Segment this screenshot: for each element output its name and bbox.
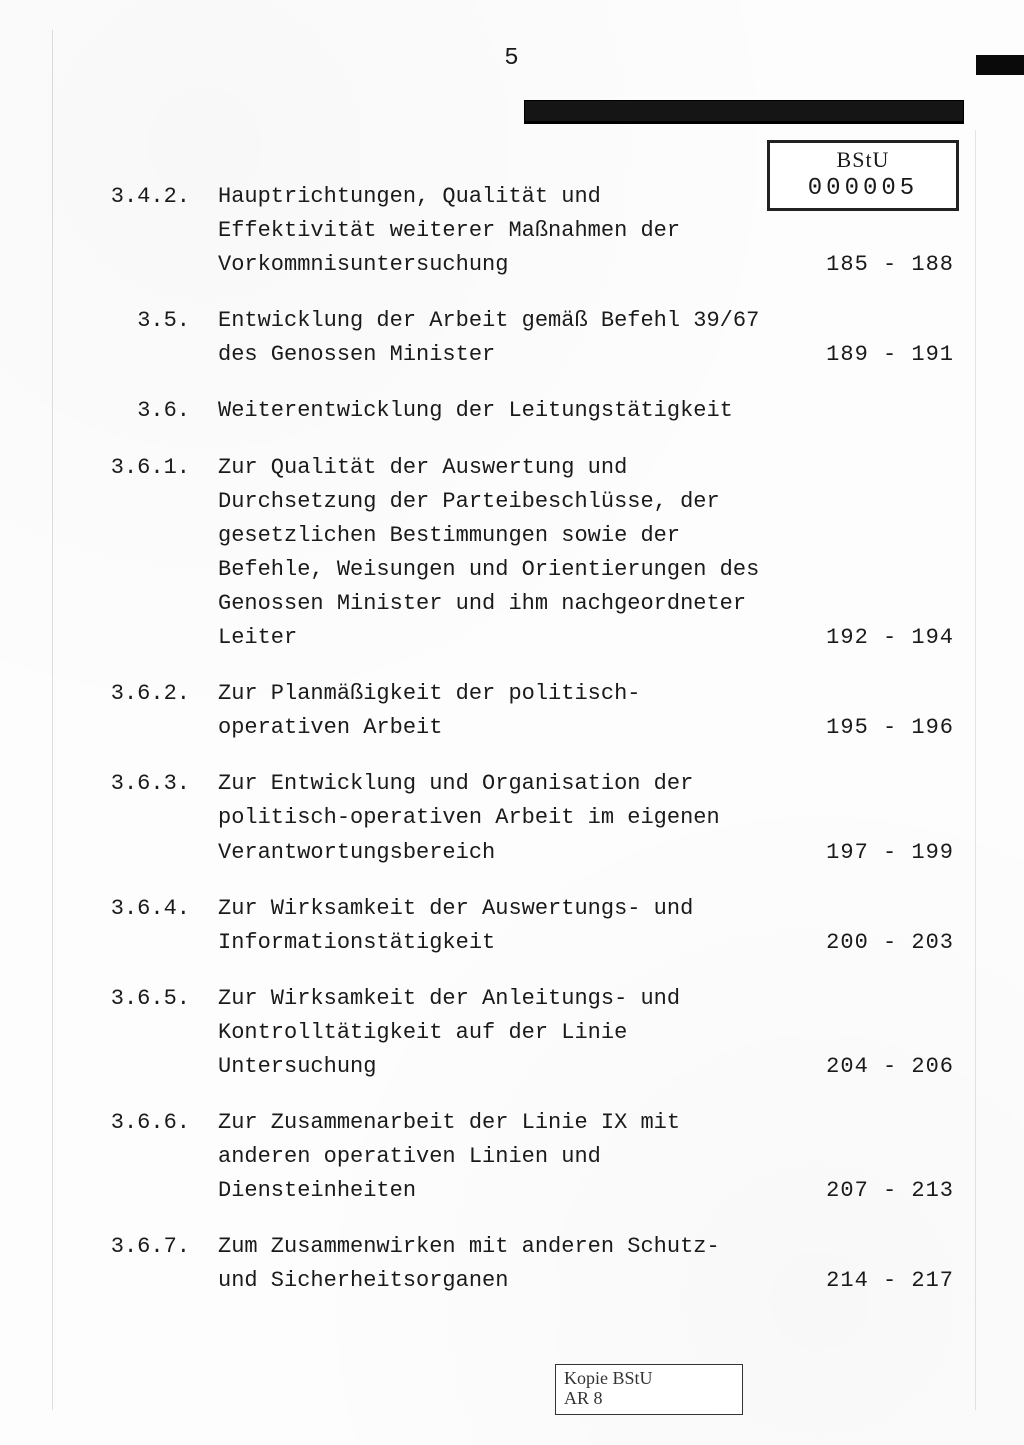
toc-entry: 3.4.2. Hauptrichtungen, Qualität und Eff… bbox=[100, 180, 954, 282]
entry-text: Entwicklung der Arbeit gemäß Befehl 39/6… bbox=[218, 304, 776, 372]
entry-number: 3.6.2. bbox=[100, 677, 210, 745]
edge-mark bbox=[976, 55, 1024, 75]
entry-number: 3.6.5. bbox=[100, 982, 210, 1084]
entry-pages: 189 - 191 bbox=[784, 338, 954, 372]
right-margin-line bbox=[975, 130, 976, 1410]
entry-number: 3.5. bbox=[100, 304, 210, 372]
entry-pages: 192 - 194 bbox=[784, 621, 954, 655]
entry-text: Zur Planmäßigkeit der politisch-operativ… bbox=[218, 677, 776, 745]
stamp-top-line1: BStU bbox=[778, 147, 948, 173]
entry-text: Zur Entwicklung und Organisation der pol… bbox=[218, 767, 776, 869]
toc-entry: 3.6.1. Zur Qualität der Auswertung und D… bbox=[100, 451, 954, 656]
toc-entry: 3.6.5. Zur Wirksamkeit der Anleitungs- u… bbox=[100, 982, 954, 1084]
entry-text: Zur Zusammenarbeit der Linie IX mit ande… bbox=[218, 1106, 776, 1208]
stamp-bottom-line1: Kopie BStU bbox=[564, 1368, 734, 1389]
entry-pages: 204 - 206 bbox=[784, 1050, 954, 1084]
entry-pages: 197 - 199 bbox=[784, 836, 954, 870]
entry-text: Zur Qualität der Auswertung und Durchset… bbox=[218, 451, 776, 656]
entry-pages: 214 - 217 bbox=[784, 1264, 954, 1298]
toc-entry: 3.6.7. Zum Zusammenwirken mit anderen Sc… bbox=[100, 1230, 954, 1298]
entry-number: 3.4.2. bbox=[100, 180, 210, 282]
entry-number: 3.6.4. bbox=[100, 892, 210, 960]
document-page: 5 BStU 000005 3.4.2. Hauptrichtungen, Qu… bbox=[0, 0, 1024, 1445]
entry-number: 3.6.3. bbox=[100, 767, 210, 869]
entry-number: 3.6.6. bbox=[100, 1106, 210, 1208]
entry-text: Zur Wirksamkeit der Auswertungs- und Inf… bbox=[218, 892, 776, 960]
toc-entry: 3.6. Weiterentwicklung der Leitungstätig… bbox=[100, 394, 954, 428]
left-margin-line bbox=[52, 30, 53, 1410]
archive-stamp-bottom: Kopie BStU AR 8 bbox=[555, 1364, 743, 1415]
entry-pages: 200 - 203 bbox=[784, 926, 954, 960]
entry-number: 3.6. bbox=[100, 394, 210, 428]
entry-text: Hauptrichtungen, Qualität und Effektivit… bbox=[218, 180, 776, 282]
toc-entry: 3.6.2. Zur Planmäßigkeit der politisch-o… bbox=[100, 677, 954, 745]
toc-entry: 3.6.4. Zur Wirksamkeit der Auswertungs- … bbox=[100, 892, 954, 960]
toc-entry: 3.6.6. Zur Zusammenarbeit der Linie IX m… bbox=[100, 1106, 954, 1208]
entry-number: 3.6.1. bbox=[100, 451, 210, 656]
redaction-bar bbox=[524, 100, 964, 122]
stamp-bottom-line2: AR 8 bbox=[564, 1388, 734, 1409]
toc-entry: 3.5. Entwicklung der Arbeit gemäß Befehl… bbox=[100, 304, 954, 372]
table-of-contents: 3.4.2. Hauptrichtungen, Qualität und Eff… bbox=[100, 180, 954, 1321]
toc-entry: 3.6.3. Zur Entwicklung und Organisation … bbox=[100, 767, 954, 869]
entry-pages: 207 - 213 bbox=[784, 1174, 954, 1208]
entry-text: Zur Wirksamkeit der Anleitungs- und Kont… bbox=[218, 982, 776, 1084]
entry-pages: 195 - 196 bbox=[784, 711, 954, 745]
entry-text: Weiterentwicklung der Leitungstätigkeit bbox=[218, 394, 776, 428]
entry-text: Zum Zusammenwirken mit anderen Schutz- u… bbox=[218, 1230, 776, 1298]
entry-number: 3.6.7. bbox=[100, 1230, 210, 1298]
page-number: 5 bbox=[504, 45, 519, 72]
entry-pages: 185 - 188 bbox=[784, 248, 954, 282]
